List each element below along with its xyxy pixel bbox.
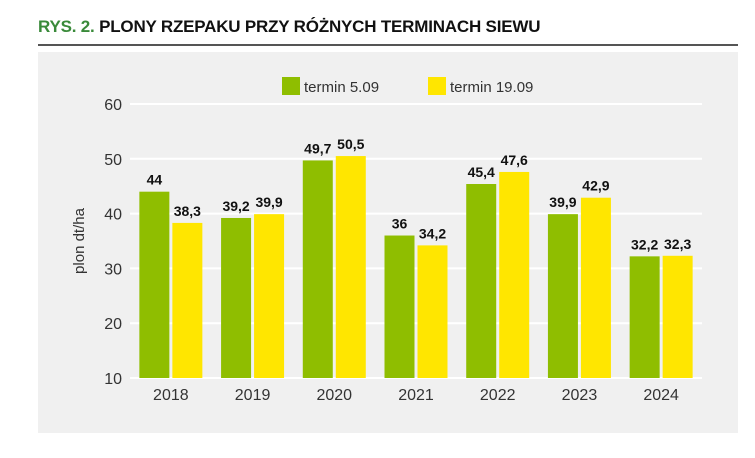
- figure-title: RYS. 2. PLONY RZEPAKU PRZY RÓŻNYCH TERMI…: [38, 17, 540, 37]
- bar-termin-5-09: [221, 217, 252, 378]
- data-label: 44: [147, 172, 163, 188]
- data-label: 32,2: [631, 236, 658, 252]
- bar-termin-5-09: [384, 235, 415, 378]
- bar-termin-19-09: [580, 197, 611, 378]
- x-tick-label: 2022: [480, 387, 516, 404]
- bar-termin-5-09: [547, 214, 578, 378]
- x-tick-label: 2020: [316, 387, 352, 404]
- bar-termin-19-09: [662, 255, 693, 378]
- y-tick-label: 10: [104, 371, 122, 388]
- data-label: 32,3: [664, 236, 691, 252]
- bar-termin-19-09: [499, 171, 530, 378]
- y-tick-label: 50: [104, 152, 122, 169]
- data-label: 39,9: [255, 194, 282, 210]
- figure-number: RYS. 2.: [38, 17, 95, 36]
- bar-termin-5-09: [466, 184, 497, 378]
- legend-label: termin 5.09: [304, 79, 379, 96]
- legend-label: termin 19.09: [450, 79, 533, 96]
- x-tick-label: 2019: [235, 387, 271, 404]
- bar-termin-19-09: [335, 156, 366, 378]
- x-tick-label: 2023: [562, 387, 598, 404]
- data-label: 42,9: [582, 178, 609, 194]
- data-label: 45,4: [468, 164, 495, 180]
- bar-termin-19-09: [417, 245, 448, 378]
- y-tick-label: 30: [104, 261, 122, 278]
- data-label: 50,5: [337, 136, 364, 152]
- data-label: 34,2: [419, 225, 446, 241]
- data-label: 39,2: [222, 198, 249, 214]
- data-label: 49,7: [304, 140, 331, 156]
- data-label: 47,6: [501, 152, 528, 168]
- y-tick-label: 40: [104, 207, 122, 224]
- legend-swatch: [428, 77, 446, 95]
- y-tick-label: 60: [104, 97, 122, 114]
- x-tick-label: 2024: [643, 387, 679, 404]
- bar-termin-5-09: [629, 256, 660, 378]
- bar-termin-5-09: [139, 191, 170, 378]
- title-divider: [38, 44, 738, 46]
- data-label: 36: [392, 216, 408, 232]
- y-tick-label: 20: [104, 316, 122, 333]
- legend-swatch: [282, 77, 300, 95]
- data-label: 38,3: [174, 203, 201, 219]
- figure-title-text: PLONY RZEPAKU PRZY RÓŻNYCH TERMINACH SIE…: [99, 17, 541, 36]
- x-tick-label: 2021: [398, 387, 434, 404]
- bar-termin-19-09: [172, 222, 203, 378]
- data-label: 39,9: [549, 194, 576, 210]
- x-tick-label: 2018: [153, 387, 189, 404]
- y-axis-label: plon dt/ha: [71, 207, 88, 274]
- bar-termin-5-09: [302, 160, 333, 378]
- bar-termin-19-09: [254, 214, 285, 378]
